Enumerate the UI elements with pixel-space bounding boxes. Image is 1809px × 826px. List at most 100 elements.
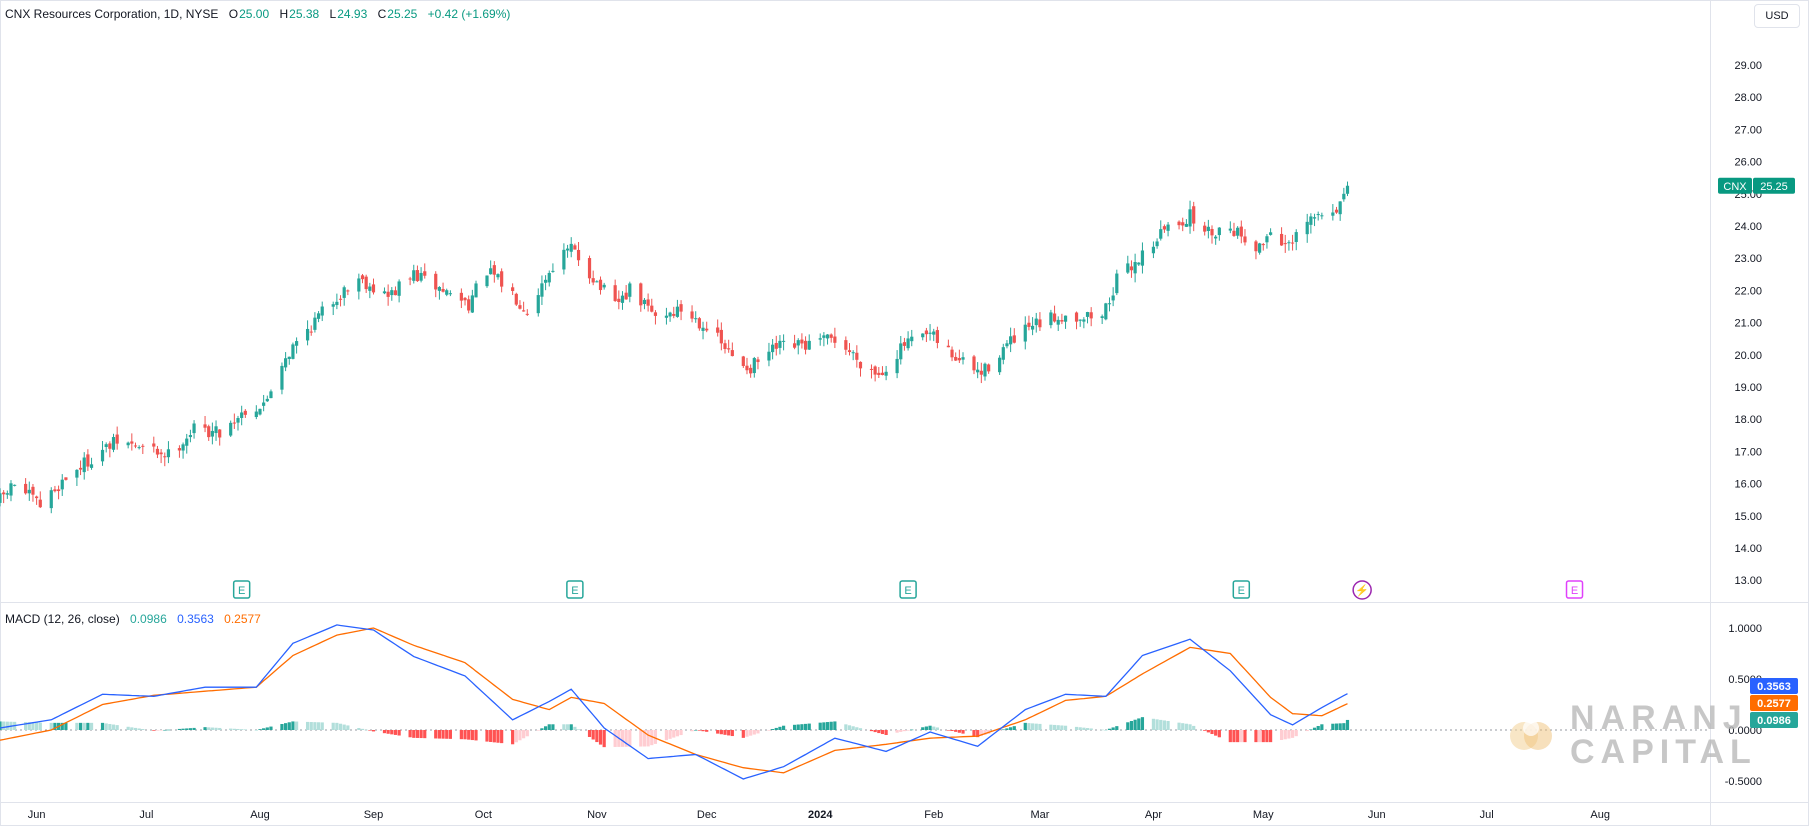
histogram-bar <box>796 724 800 730</box>
candle-body <box>847 350 852 353</box>
candle-body <box>576 249 581 261</box>
candle <box>884 365 888 381</box>
histogram-bar <box>664 730 669 741</box>
candle <box>1111 287 1115 307</box>
histogram-bar <box>115 725 119 730</box>
candle <box>756 356 760 370</box>
candlestick-series <box>0 181 1350 514</box>
candle-body <box>1320 215 1324 217</box>
candle <box>382 287 387 295</box>
candle-body <box>467 299 471 311</box>
histogram-bar <box>463 730 467 740</box>
dividend-marker-icon[interactable]: ⚡ <box>1352 580 1372 600</box>
candle-body <box>181 444 185 451</box>
candle <box>664 307 669 325</box>
histogram-bar <box>895 730 899 733</box>
histogram-bar <box>851 726 855 730</box>
candle-body <box>1049 312 1053 326</box>
candle-body <box>1133 262 1137 274</box>
time-tick-label: Dec <box>697 809 717 821</box>
candle <box>1338 201 1342 221</box>
candle <box>1268 228 1273 236</box>
candle-body <box>587 258 592 279</box>
symbol-legend: CNX Resources Corporation, 1D, NYSE O25.… <box>5 7 511 21</box>
histogram-bar <box>262 728 266 730</box>
histogram-bar <box>880 730 885 735</box>
histogram-bar <box>884 730 888 735</box>
histogram-bar <box>1107 728 1112 730</box>
earnings-marker-icon[interactable]: E <box>899 580 917 599</box>
candle <box>1100 314 1104 325</box>
candle <box>258 408 262 416</box>
candle-body <box>1283 243 1287 245</box>
histogram-bar <box>1056 725 1060 730</box>
histogram-bar <box>749 730 753 736</box>
histogram-bar <box>719 730 723 735</box>
histogram-bar <box>448 730 452 739</box>
event-markers[interactable]: E E E E ⚡ E <box>232 580 1584 600</box>
histogram-bar <box>514 730 518 743</box>
time-axis[interactable]: Jun Jul Aug Sep Oct Nov Dec 2024 Feb Mar Apr May Jun… <box>28 809 1610 821</box>
histogram-bar <box>445 730 449 739</box>
candle-body <box>496 274 500 278</box>
candle <box>38 491 42 509</box>
candle <box>218 429 222 446</box>
histogram-bar <box>1236 730 1240 743</box>
earnings-marker-box <box>232 580 251 599</box>
candle-body <box>320 306 324 316</box>
earnings-marker-icon[interactable]: E <box>566 580 584 599</box>
histogram-bar <box>573 726 577 730</box>
earnings-upcoming-marker-icon[interactable]: E <box>1565 580 1584 599</box>
candle <box>602 282 606 290</box>
histogram-bar <box>1206 730 1210 733</box>
earnings-marker-label: E <box>571 585 578 597</box>
candle <box>639 282 643 312</box>
histogram-bar <box>500 730 504 744</box>
earnings-marker-label: E <box>1571 585 1578 597</box>
candle <box>1030 317 1035 336</box>
candle <box>155 445 160 459</box>
candle-body <box>771 344 775 353</box>
candle-body <box>543 279 548 283</box>
currency-button[interactable]: USD <box>1754 4 1800 28</box>
histogram-bar <box>181 728 185 730</box>
candle-body <box>1203 225 1207 232</box>
candle <box>847 343 852 356</box>
price-tick-label: 17.00 <box>1734 446 1762 458</box>
candle-body <box>653 312 658 316</box>
candle <box>716 319 720 337</box>
histogram-bar <box>382 730 387 734</box>
candle-body <box>1184 223 1188 227</box>
histogram-bar <box>155 730 160 731</box>
candle <box>924 327 929 343</box>
candle-body <box>1052 313 1057 322</box>
histogram-bar <box>1334 723 1339 730</box>
macd-title[interactable]: MACD (12, 26, close) <box>5 612 120 626</box>
candle-body <box>38 499 42 508</box>
earnings-marker-icon[interactable]: E <box>1232 580 1251 599</box>
earnings-marker-icon[interactable]: E <box>232 580 251 599</box>
macd-badge-histogram-text: 0.0986 <box>1757 715 1791 727</box>
candle-body <box>796 340 800 346</box>
candle <box>1261 242 1265 251</box>
price-tick-label: 16.00 <box>1734 479 1762 491</box>
histogram-bar <box>668 730 672 739</box>
histogram-bar <box>976 730 980 738</box>
price-axis[interactable]: 13.00 14.00 15.00 16.00 17.00 18.00 19.00 20.00… <box>1734 60 1762 587</box>
histogram-bar <box>932 726 936 730</box>
candle-body <box>500 271 504 287</box>
histogram-bar <box>152 730 156 731</box>
interval-label[interactable]: 1D <box>163 7 180 21</box>
symbol-name[interactable]: CNX Resources Corporation <box>5 7 158 21</box>
histogram-bar <box>1320 724 1324 730</box>
histogram-bar <box>803 723 808 730</box>
histogram-bar <box>924 726 929 730</box>
candle-body <box>628 283 632 297</box>
histogram-bar <box>1074 726 1079 730</box>
histogram-bar <box>1210 730 1214 735</box>
candle-body <box>598 279 603 291</box>
price-tick-label: 13.00 <box>1734 575 1762 587</box>
macd-legend[interactable]: MACD (12, 26, close) 0.0986 0.3563 0.257… <box>5 611 261 627</box>
candle <box>305 320 310 346</box>
